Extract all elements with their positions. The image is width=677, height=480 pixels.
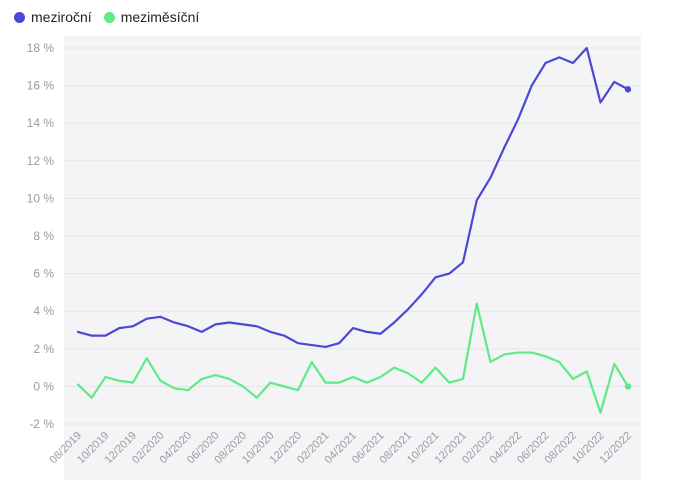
series-endpoint-0[interactable] bbox=[624, 86, 632, 93]
series-line-0 bbox=[76, 46, 630, 349]
grid-lines bbox=[64, 47, 641, 425]
y-tick-label: 16 % bbox=[27, 79, 55, 93]
legend-dot-icon bbox=[14, 11, 25, 23]
y-tick-label: 12 % bbox=[27, 154, 55, 168]
series-lines bbox=[76, 46, 632, 414]
y-tick-label: 8 % bbox=[33, 229, 54, 243]
legend-label: meziměsíční bbox=[120, 9, 200, 25]
y-tick-label: -2 % bbox=[29, 417, 54, 431]
series-line-1 bbox=[76, 302, 630, 414]
y-axis: -2 % 0 % 2 % 4 % 6 % 8 % 10 % 12 % 14 % 16 % 18 % bbox=[27, 41, 55, 431]
y-tick-label: 2 % bbox=[33, 342, 54, 356]
plot-area bbox=[64, 36, 641, 480]
legend-dot-icon bbox=[103, 11, 115, 23]
legend-item-1[interactable]: meziměsíční bbox=[103, 9, 200, 25]
y-tick-label: 18 % bbox=[27, 41, 55, 55]
y-tick-label: 0 % bbox=[33, 379, 54, 393]
y-tick-label: 4 % bbox=[33, 304, 54, 318]
series-endpoint-1[interactable] bbox=[624, 383, 632, 390]
y-tick-label: 10 % bbox=[27, 191, 55, 205]
legend-item-0[interactable]: meziroční bbox=[14, 9, 92, 25]
y-tick-label: 14 % bbox=[27, 116, 55, 130]
legend-label: meziroční bbox=[31, 9, 92, 25]
y-tick-label: 6 % bbox=[33, 267, 54, 281]
legend: meziroční meziměsíční bbox=[14, 9, 199, 25]
